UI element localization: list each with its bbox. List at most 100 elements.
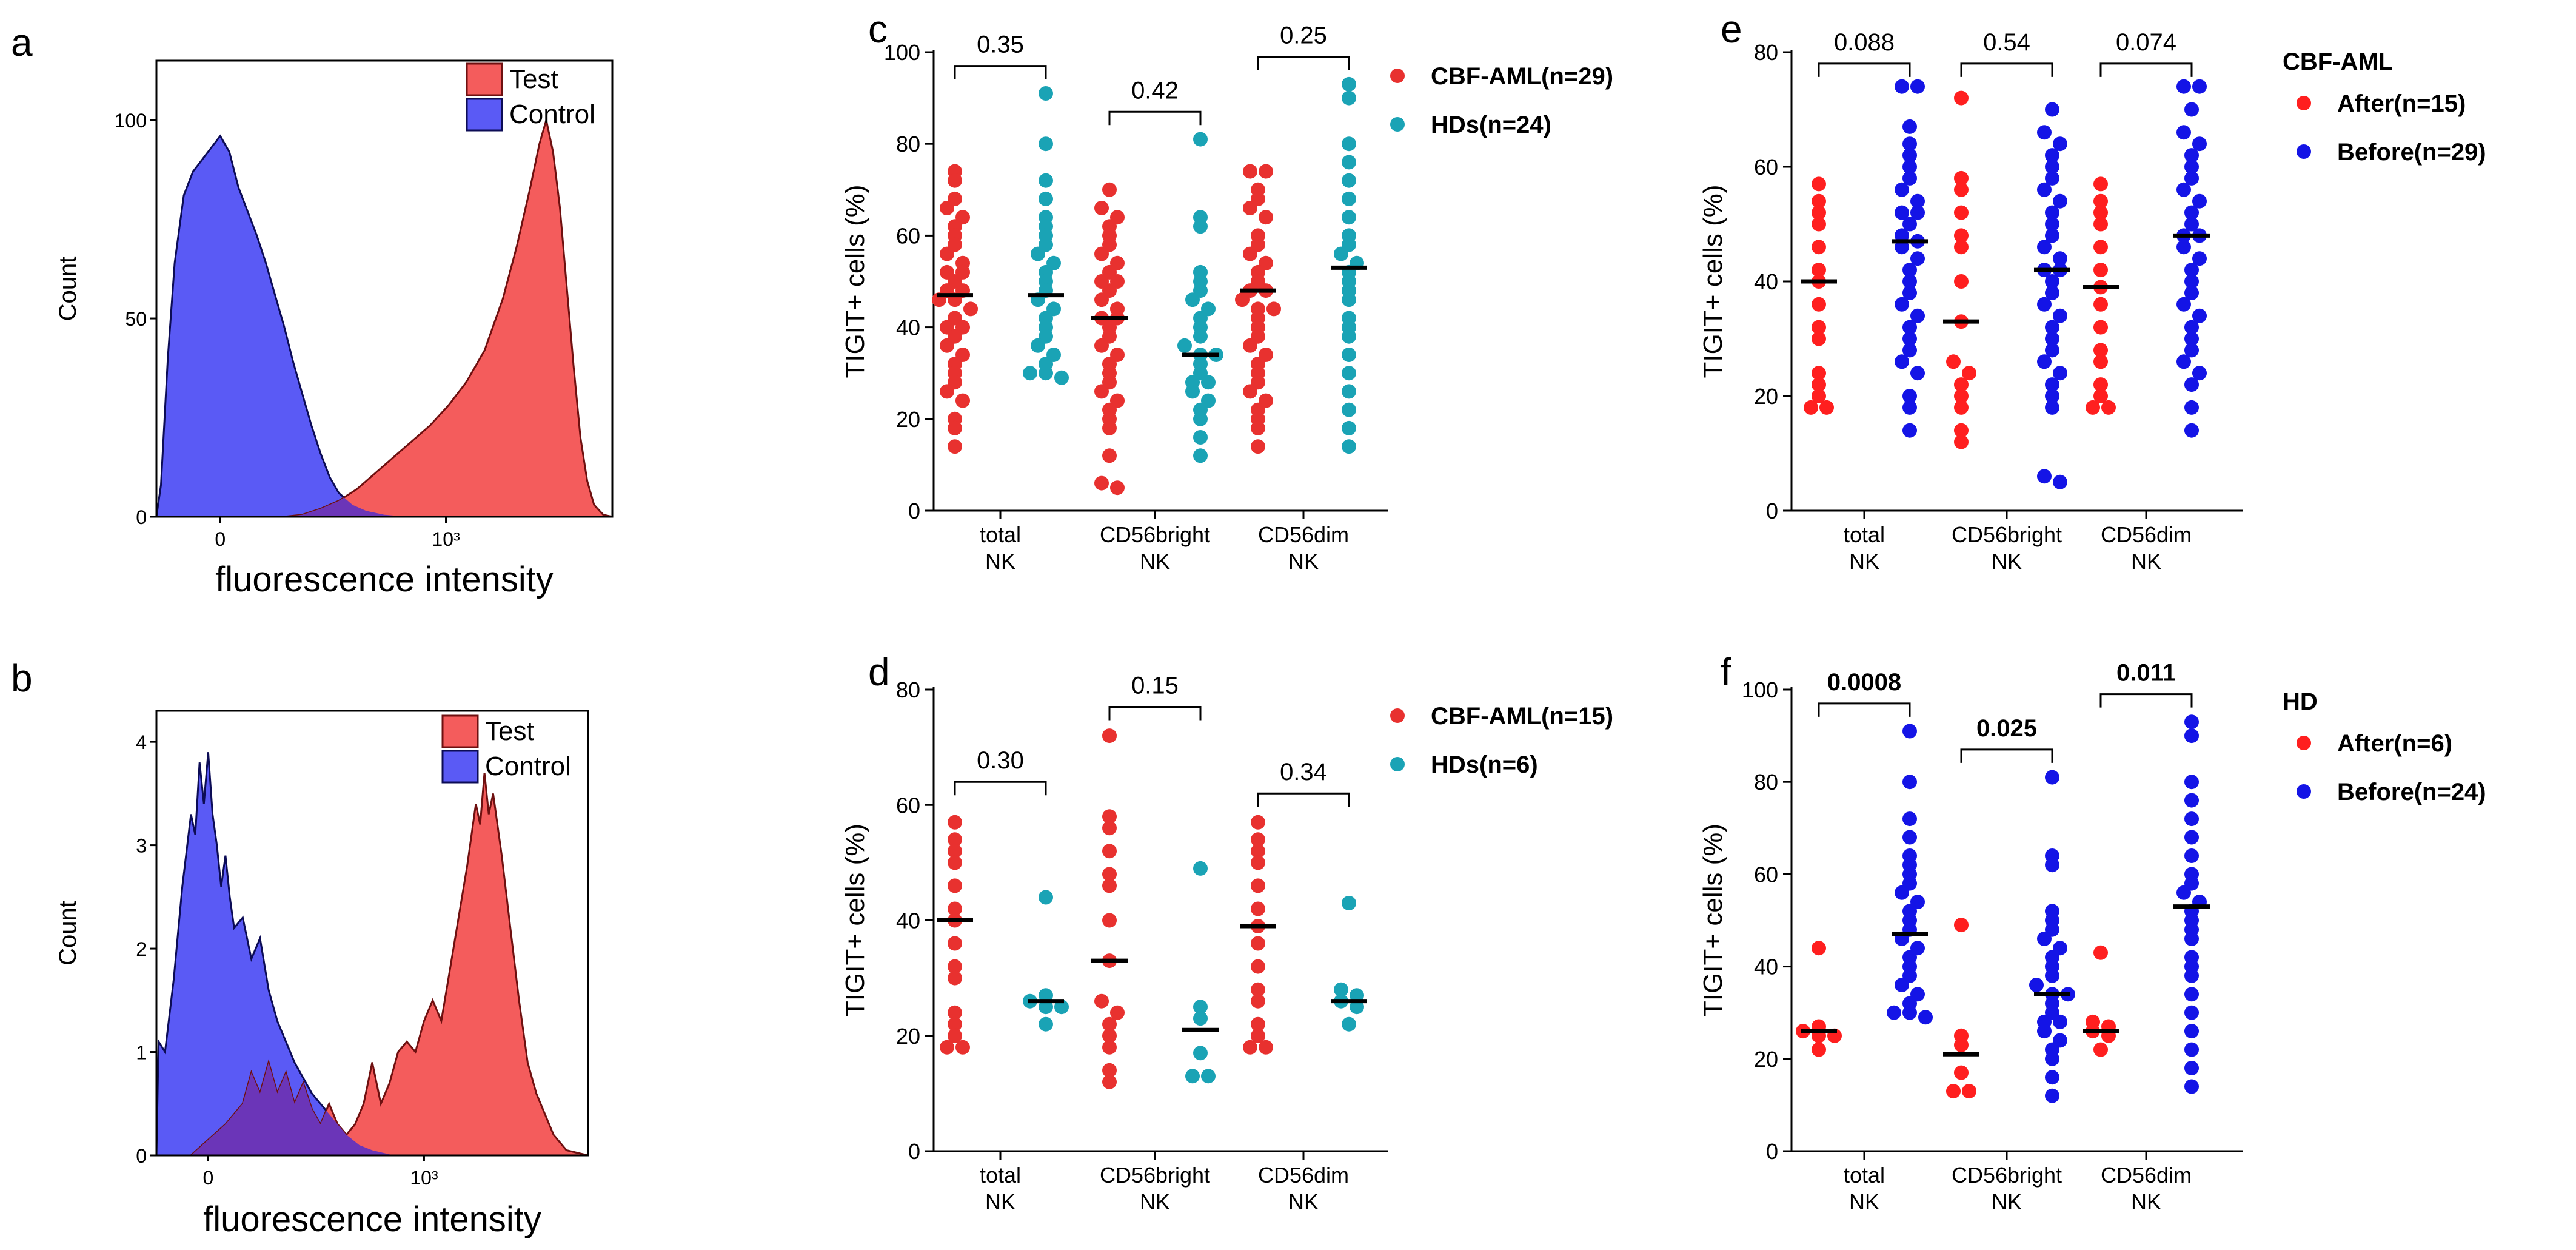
data-point: [2184, 377, 2199, 392]
data-point: [2053, 1014, 2067, 1029]
y-tick-label: 100: [884, 40, 920, 65]
data-point: [1193, 1000, 1208, 1015]
y-tick-label: 40: [896, 315, 920, 340]
data-point: [2192, 79, 2207, 94]
significance-bracket: [1960, 748, 2053, 763]
data-point: [1342, 329, 1356, 344]
data-point: [955, 393, 970, 408]
legend-marker: [2297, 784, 2311, 799]
data-point: [1185, 292, 1200, 307]
y-tick-label: 0: [1766, 499, 1778, 523]
data-point: [1185, 384, 1200, 399]
data-point: [1902, 274, 1917, 289]
data-point: [1902, 423, 1917, 438]
panel-label-a: a: [11, 21, 33, 64]
data-point: [1954, 434, 1969, 449]
data-point: [1812, 297, 1826, 312]
data-point: [1102, 913, 1117, 928]
data-point: [1918, 1010, 1933, 1025]
data-point: [2184, 423, 2199, 438]
data-point: [1902, 217, 1917, 232]
x-tick-label: NK: [2131, 1189, 2161, 1214]
legend-label: CBF-AML(n=15): [1431, 703, 1613, 730]
data-point: [2184, 987, 2199, 1002]
data-point: [2184, 1042, 2199, 1057]
data-point: [2192, 308, 2207, 323]
x-tick-label: NK: [1849, 549, 1879, 574]
legend-swatch-control: [441, 750, 479, 784]
data-point: [1812, 263, 1826, 278]
x-tick-label: NK: [1288, 1189, 1319, 1214]
legend-marker: [1390, 708, 1405, 723]
data-point: [1039, 1000, 1053, 1015]
data-point: [1895, 885, 1909, 900]
data-point: [1812, 320, 1826, 335]
data-point: [1954, 1038, 1969, 1052]
data-point: [1259, 164, 1273, 179]
data-point: [2045, 285, 2059, 300]
data-point: [1102, 867, 1117, 882]
x-axis-label: fluorescence intensity: [215, 560, 554, 599]
data-point: [1895, 182, 1909, 197]
significance-bracket: [954, 65, 1047, 79]
data-point: [1812, 176, 1826, 192]
y-tick-label: 20: [896, 1024, 920, 1049]
data-point: [1342, 136, 1356, 152]
data-point: [1094, 338, 1109, 353]
data-point: [2176, 885, 2191, 900]
legend-swatch-control: [466, 98, 503, 132]
data-point: [2184, 170, 2199, 186]
data-point: [2093, 343, 2108, 358]
data-point: [2053, 193, 2067, 209]
x-tick-label: 0: [215, 528, 226, 550]
data-point: [2045, 205, 2059, 220]
y-tick-label: 80: [1754, 40, 1778, 65]
data-point: [1342, 155, 1356, 170]
data-point: [2045, 968, 2059, 983]
data-point: [1895, 297, 1909, 312]
data-point: [2053, 474, 2067, 489]
data-point: [1102, 1016, 1117, 1032]
data-point: [1902, 830, 1917, 845]
data-point: [2176, 240, 2191, 255]
data-point: [2184, 1024, 2199, 1039]
legend-marker: [1390, 69, 1405, 83]
legend-label: HDs(n=24): [1431, 112, 1551, 138]
data-point: [1031, 246, 1045, 261]
y-axis-label: TIGIT+ cells (%): [1698, 184, 1728, 378]
data-point: [2093, 1042, 2108, 1057]
y-tick-label: 80: [896, 132, 920, 156]
data-point: [2093, 297, 2108, 312]
data-point: [2029, 978, 2044, 992]
data-point: [1902, 148, 1917, 163]
data-point: [1094, 292, 1109, 307]
x-tick-label: NK: [1992, 1189, 2022, 1214]
data-point: [1054, 370, 1069, 385]
data-point: [2176, 125, 2191, 140]
x-tick-label: NK: [985, 1189, 1015, 1214]
data-point: [1251, 959, 1265, 974]
y-axis-label: Count: [55, 257, 81, 321]
data-point: [2101, 400, 2116, 415]
data-point: [1902, 343, 1917, 358]
data-point: [1102, 420, 1117, 435]
data-point: [1954, 90, 1969, 106]
data-point: [2093, 205, 2108, 220]
data-point: [2037, 182, 2052, 197]
data-point: [1895, 205, 1909, 220]
data-point: [2093, 263, 2108, 278]
data-point: [2184, 320, 2199, 335]
data-point: [1193, 132, 1208, 147]
data-point: [1102, 728, 1117, 744]
x-tick-label: 10³: [432, 528, 460, 550]
p-value-label: 0.011: [2116, 660, 2176, 687]
y-tick-label: 60: [1754, 862, 1778, 887]
data-point: [2037, 125, 2052, 140]
data-point: [2093, 354, 2108, 369]
y-tick-label: 1: [136, 1042, 147, 1064]
data-point: [2176, 182, 2191, 197]
data-point: [1251, 439, 1265, 454]
data-point: [2093, 320, 2108, 335]
data-point: [1342, 292, 1356, 307]
data-point: [1094, 246, 1109, 261]
